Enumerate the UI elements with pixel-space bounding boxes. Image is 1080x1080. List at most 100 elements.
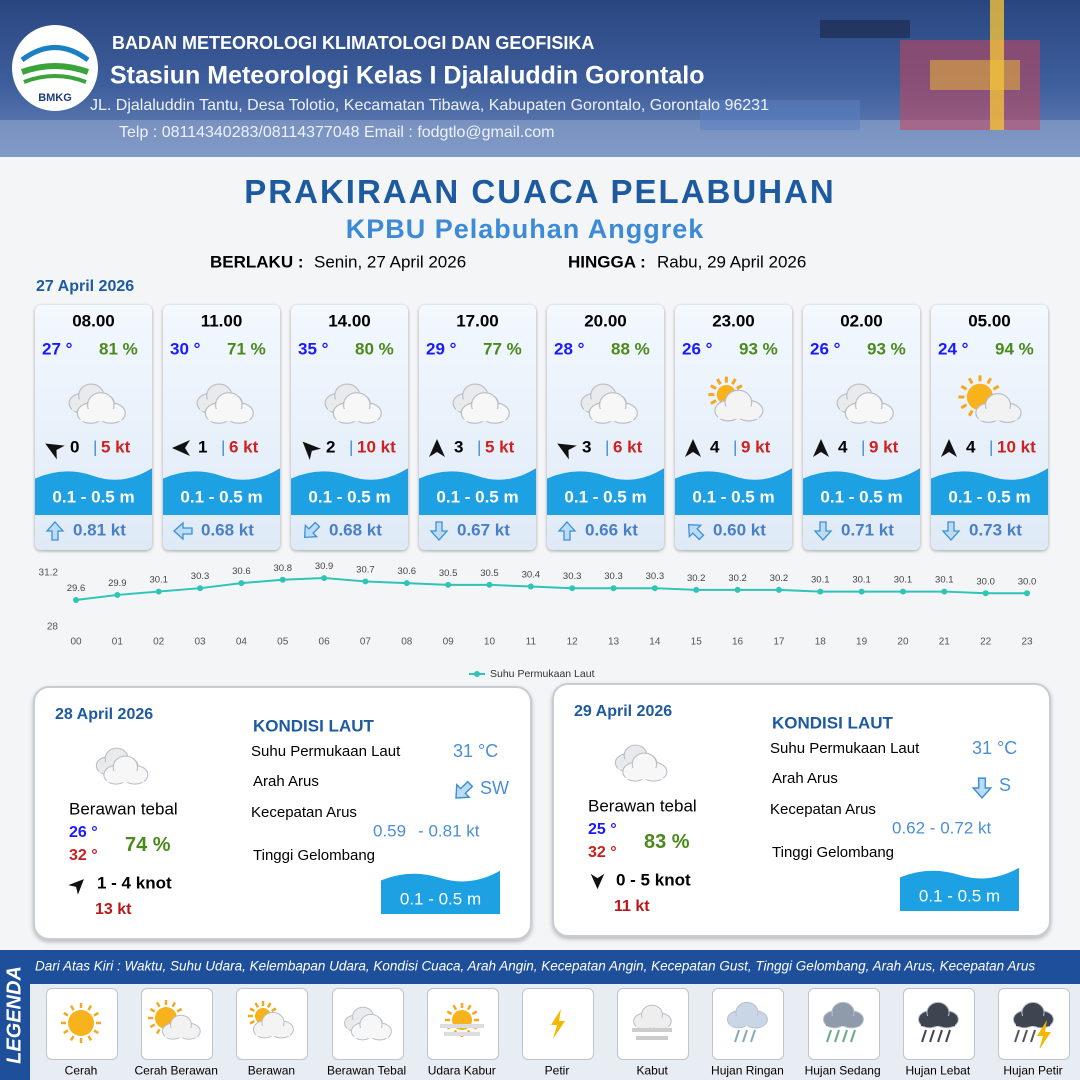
data-label: 30.6 <box>398 566 417 577</box>
cloud-part <box>848 409 890 422</box>
separator: | <box>605 437 610 457</box>
current-speed: 0.68 kt <box>329 520 382 540</box>
current-dir: S <box>999 775 1012 796</box>
current-speed: 0.62 - 0.72 kt <box>892 819 991 839</box>
cloud <box>460 392 510 424</box>
address: JL. Djalaluddin Tantu, Desa Tolotio, Kec… <box>90 97 769 115</box>
x-tick-label: 18 <box>815 637 827 648</box>
weather-icon <box>836 383 894 424</box>
current-arrow-shape <box>941 521 961 541</box>
wind-speed: 3 <box>454 437 464 457</box>
wind-arrow <box>302 441 322 461</box>
cloud-part <box>592 409 634 422</box>
air-temp: 27 ° <box>42 339 73 359</box>
sun-ray <box>171 1001 177 1008</box>
cloud-part <box>718 406 759 419</box>
sun-ray <box>176 1007 183 1013</box>
sun-ray <box>156 1001 161 1008</box>
sun-ray <box>471 1010 478 1016</box>
wind-speed: 1 <box>198 437 208 457</box>
sun-ray <box>63 1029 69 1035</box>
sun-ray <box>69 1005 75 1011</box>
wind-arrow <box>557 443 577 460</box>
wave-height: 0.1 - 0.5 m <box>820 487 903 507</box>
title: PRAKIRAAN CUACA PELABUHAN <box>244 172 836 210</box>
wind-speed: 2 <box>326 437 336 457</box>
gust: 5 kt <box>101 437 131 457</box>
x-tick-label: 06 <box>319 637 331 648</box>
wave-band <box>900 867 1019 911</box>
sun-ray <box>466 1004 472 1011</box>
legend-icon <box>148 1000 201 1040</box>
legend-label: Berawan Tebal <box>327 1063 407 1078</box>
separator: | <box>989 437 994 457</box>
point <box>486 581 493 588</box>
y-tick-label: 31.2 <box>39 568 59 579</box>
current-arrow <box>429 521 449 541</box>
legend-panel: LEGENDA Dari Atas Kiri : Waktu, Suhu Uda… <box>0 950 1080 1080</box>
point <box>610 585 617 592</box>
wave-shape <box>900 867 1019 911</box>
data-label: 30.9 <box>315 561 334 572</box>
humidity: 71 % <box>227 339 266 359</box>
wind-arrow <box>941 439 957 457</box>
day-date: 27 April 2026 <box>36 278 135 296</box>
current-dir-label: Arah Arus <box>253 772 319 790</box>
sun-ray <box>93 1029 99 1035</box>
x-tick-label: 12 <box>567 637 579 648</box>
data-label: 30.2 <box>770 573 789 584</box>
wave-shape <box>163 468 280 515</box>
wave-band <box>675 468 792 515</box>
data-label: 30.1 <box>149 575 168 586</box>
x-tick-label: 21 <box>939 637 951 648</box>
current-speed-label: Kecepatan Arus <box>251 803 357 821</box>
time: 20.00 <box>584 311 627 331</box>
air-temp: 26 ° <box>810 339 841 359</box>
current-arrow-shape <box>303 521 321 539</box>
wave-band <box>381 870 500 914</box>
point <box>941 588 948 595</box>
sun-ray <box>249 1007 256 1013</box>
wave-band <box>163 468 280 515</box>
sun-ray <box>960 403 968 410</box>
x-tick-label: 11 <box>526 637 537 648</box>
wind-speed: 4 <box>838 437 848 457</box>
humidity: 81 % <box>99 339 138 359</box>
legend-label: Hujan Sedang <box>804 1063 881 1078</box>
humidity: 93 % <box>739 339 778 359</box>
separator: | <box>861 437 866 457</box>
data-label: 30.6 <box>232 566 251 577</box>
condition: Berawan tebal <box>69 799 178 819</box>
air-temp: 30 ° <box>170 339 201 359</box>
day-date: 29 April 2026 <box>574 703 673 721</box>
header-crane <box>990 0 1004 130</box>
weather-icon <box>580 383 638 424</box>
wave-band <box>547 468 664 515</box>
current-arrow-shape <box>455 780 474 799</box>
wave-label: Tinggi Gelombang <box>253 846 376 864</box>
point <box>651 585 658 592</box>
rain-drop <box>849 1029 856 1043</box>
sun-ray <box>992 384 1000 391</box>
gust: 13 kt <box>95 901 132 919</box>
time: 02.00 <box>840 311 883 331</box>
separator: | <box>93 437 98 457</box>
current-arrow <box>813 521 833 541</box>
weather-icon <box>196 383 254 424</box>
wave-height: 0.1 - 0.5 m <box>308 487 391 507</box>
current-arrow-shape <box>429 521 449 541</box>
x-tick-label: 17 <box>773 637 785 648</box>
data-label: 30.2 <box>728 573 747 584</box>
wave-shape <box>803 468 920 515</box>
point <box>982 590 989 597</box>
rain-drop <box>1014 1029 1020 1043</box>
gust: 9 kt <box>869 437 899 457</box>
wind-speed: 4 <box>966 437 976 457</box>
wind-arrow-shape <box>813 439 829 457</box>
legend-label: Cerah <box>64 1063 98 1078</box>
validity-from: Senin, 27 April 2026 <box>314 252 467 272</box>
forecast-card: 05.00 24 ° 94 % 4 | 10 kt 0.1 - 0.5 m 0.73 kt <box>931 305 1048 550</box>
humidity: 83 % <box>644 831 690 853</box>
legend-icon <box>822 1001 864 1043</box>
current-dir: SW <box>480 778 509 799</box>
